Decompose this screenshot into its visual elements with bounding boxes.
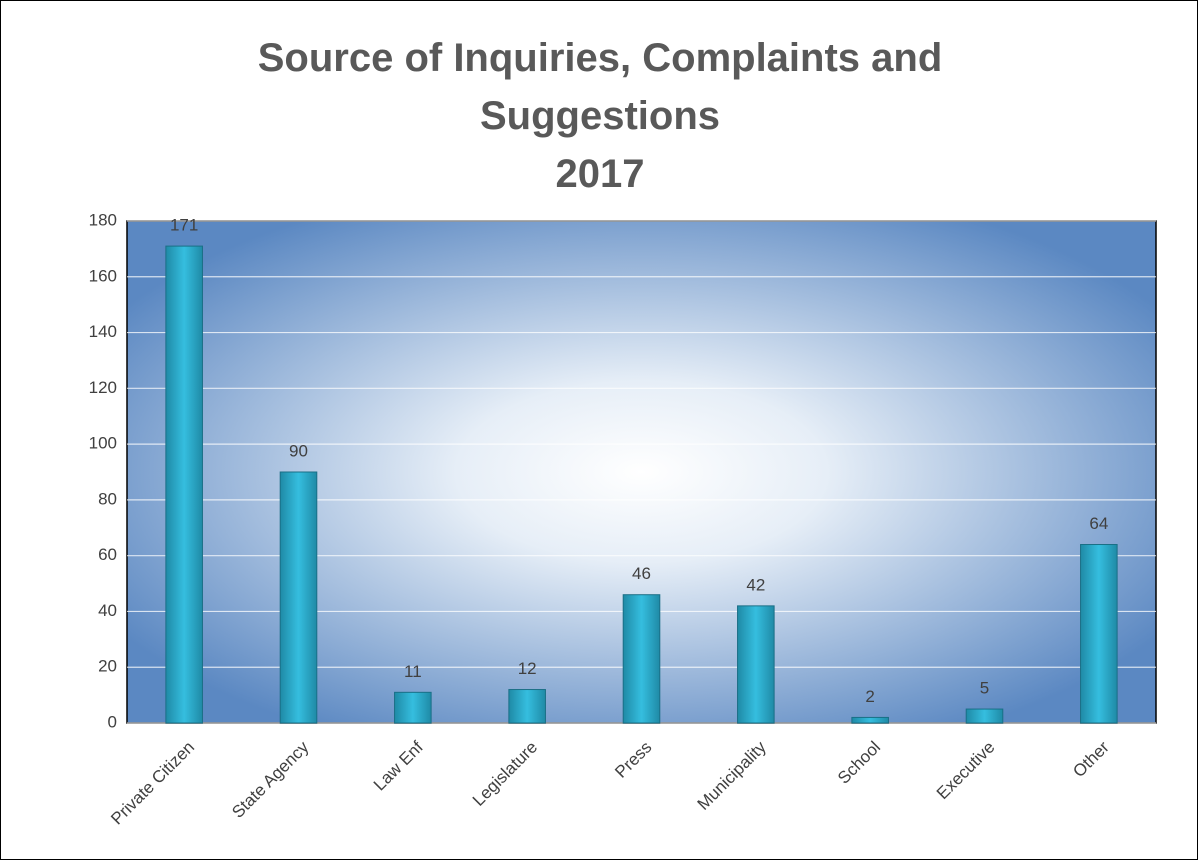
chart-subtitle: 2017 [555, 152, 645, 196]
y-tick-label: 120 [89, 378, 117, 397]
data-label: 90 [289, 441, 308, 460]
bar [165, 245, 203, 724]
y-tick-label: 20 [98, 657, 117, 676]
x-tick-label: Legislature [469, 738, 541, 810]
x-tick-label: Law Enf [370, 737, 427, 794]
data-label: 5 [980, 679, 989, 698]
bar [622, 594, 661, 724]
bar [851, 716, 889, 724]
data-label: 12 [518, 659, 537, 678]
x-tick-label: State Agency [228, 737, 313, 822]
x-tick-label: Municipality [694, 737, 771, 814]
x-tick-label: Other [1069, 737, 1113, 781]
y-tick-label: 40 [98, 601, 117, 620]
data-label: 46 [632, 564, 651, 583]
data-label: 171 [170, 216, 198, 235]
bar [1080, 544, 1118, 724]
y-tick-label: 140 [89, 322, 117, 341]
x-tick-label: School [834, 738, 884, 788]
x-tick-label: Executive [933, 738, 999, 804]
bar [394, 691, 432, 724]
y-tick-label: 60 [98, 545, 117, 564]
x-tick-label: Private Citizen [107, 738, 198, 829]
y-tick-label: 100 [89, 434, 117, 453]
y-tick-label: 80 [98, 489, 117, 508]
data-label: 2 [865, 687, 874, 706]
bar [508, 689, 546, 724]
y-tick-label: 160 [89, 266, 117, 285]
data-label: 64 [1089, 514, 1108, 533]
bar [965, 708, 1004, 724]
y-tick-label: 180 [89, 210, 117, 229]
x-tick-label: Press [611, 738, 655, 782]
data-label: 42 [746, 575, 765, 594]
bar [279, 471, 318, 724]
chart-title-block: Source of Inquiries, Complaints and Sugg… [201, 29, 999, 203]
y-tick-label: 0 [108, 712, 117, 731]
bar [737, 605, 775, 724]
data-label: 11 [404, 662, 422, 681]
chart-title: Source of Inquiries, Complaints and Sugg… [257, 36, 943, 138]
